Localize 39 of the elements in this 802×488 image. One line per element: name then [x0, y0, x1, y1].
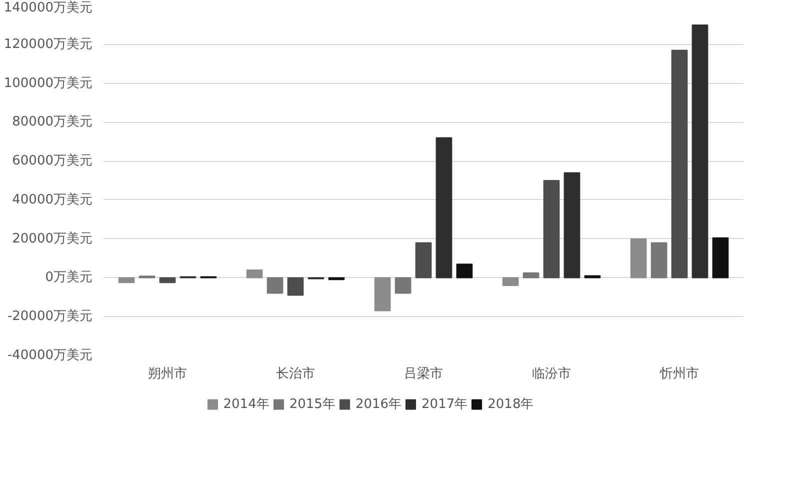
y-tick-label: 80000万美元 [12, 114, 93, 130]
x-tick-label: 临汾市 [532, 366, 571, 382]
bar [712, 237, 729, 278]
y-tick-label: 120000万美元 [4, 36, 93, 52]
bar [394, 277, 412, 294]
y-tick-label: 60000万美元 [12, 152, 93, 169]
legend-label: 2018年 [488, 396, 534, 413]
y-tick-label: 40000万美元 [12, 191, 93, 208]
legend-label: 2015年 [289, 396, 336, 413]
bar [692, 24, 708, 278]
y-tick-label: -40000万美元 [7, 347, 92, 363]
bar [246, 269, 263, 278]
bar [650, 242, 668, 278]
y-tick-label: -20000万美元 [7, 308, 92, 324]
legend-label: 2017年 [422, 396, 468, 413]
x-tick-label: 朔州市 [148, 366, 187, 382]
bar [630, 238, 647, 278]
bar [543, 180, 560, 278]
bar [374, 277, 391, 312]
legend-label: 2014年 [223, 396, 270, 413]
bar [502, 277, 519, 286]
bar [564, 172, 580, 278]
y-tick-label: 140000万美元 [4, 0, 93, 16]
bar [415, 242, 432, 278]
legend-label: 2016年 [355, 396, 402, 413]
bar [671, 50, 688, 278]
bar [287, 277, 304, 296]
y-tick-label: 20000万美元 [12, 230, 93, 246]
bar [436, 137, 452, 278]
bar [159, 277, 176, 284]
y-tick-label: 0万美元 [45, 269, 93, 286]
x-tick-label: 长治市 [276, 366, 315, 382]
bar [266, 277, 284, 294]
bar [118, 277, 135, 284]
bar [522, 272, 540, 278]
bar [456, 264, 473, 278]
x-tick-label: 吕梁市 [404, 366, 443, 382]
y-tick-label: 100000万美元 [4, 74, 93, 91]
x-tick-label: 忻州市 [659, 366, 699, 382]
